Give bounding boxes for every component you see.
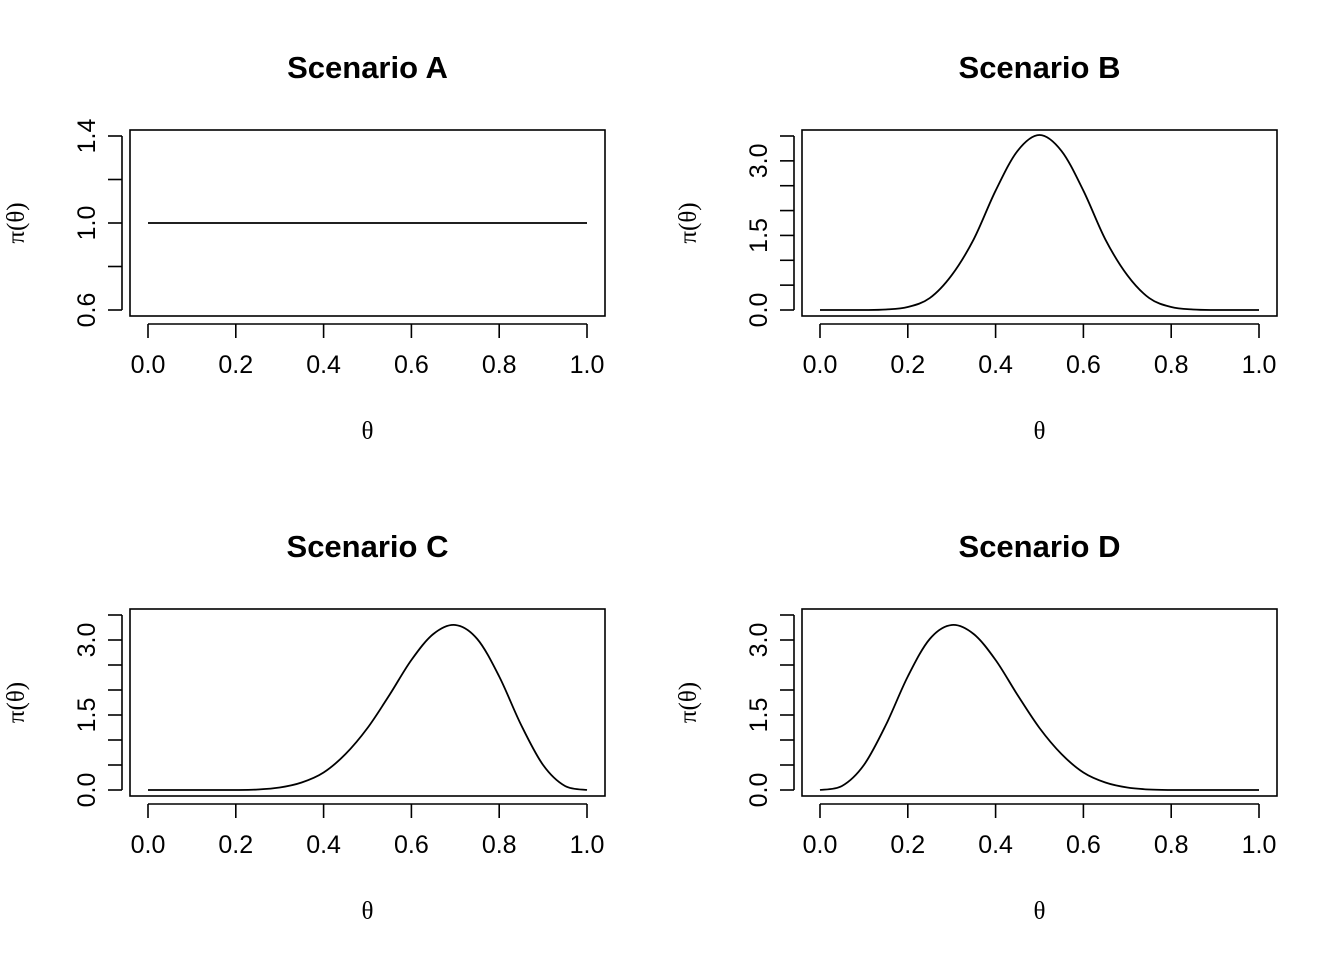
y-tick-label: 1.0 [73, 206, 101, 241]
y-tick-label: 3.0 [745, 623, 773, 658]
chart-title: Scenario A [287, 50, 448, 85]
y-tick-label: 0.0 [73, 773, 101, 808]
x-tick-label: 0.6 [394, 831, 429, 859]
y-tick-label: 1.5 [745, 698, 773, 733]
x-tick-label: 0.2 [218, 351, 253, 379]
x-tick-label: 1.0 [1242, 831, 1277, 859]
plot-frame [801, 608, 1278, 797]
chart-panel-4: Scenario D 0.0 0.2 0.4 0.6 0.8 1.0 θ 0.0 1.5 3.0 π(… [675, 529, 1278, 925]
x-tick-label: 0.8 [482, 831, 517, 859]
x-tick-label: 0.8 [1154, 831, 1189, 859]
y-tick-label: 0.0 [745, 773, 773, 808]
x-axis-label: θ [1034, 898, 1046, 925]
x-tick-label: 1.0 [1242, 351, 1277, 379]
y-tick-label: 0.6 [73, 293, 101, 328]
y-axis-label: π(θ) [675, 682, 702, 723]
y-tick-label: 1.5 [73, 698, 101, 733]
chart-title: Scenario C [287, 529, 449, 564]
plot-frame [129, 608, 606, 797]
y-axis-label: π(θ) [3, 202, 30, 243]
x-axis-label: θ [362, 898, 374, 925]
density-curve [147, 624, 588, 791]
chart-panel-3: Scenario C 0.0 0.2 0.4 0.6 0.8 1.0 θ 0.0 1.5 3.0 π(… [3, 529, 606, 925]
x-tick-label: 0.0 [131, 351, 166, 379]
chart-title: Scenario D [959, 529, 1121, 564]
y-tick-label: 0.0 [745, 293, 773, 328]
plot-frame [801, 129, 1278, 317]
x-axis-label: θ [362, 418, 374, 445]
x-tick-label: 0.0 [803, 831, 838, 859]
density-curve [819, 624, 1259, 791]
x-tick-label: 0.8 [1154, 351, 1189, 379]
x-tick-label: 0.6 [1066, 351, 1101, 379]
x-tick-label: 0.6 [1066, 831, 1101, 859]
x-tick-label: 0.4 [306, 831, 341, 859]
x-axis-label: θ [1034, 418, 1046, 445]
y-tick-label: 1.5 [745, 218, 773, 253]
x-tick-label: 0.2 [890, 351, 925, 379]
x-tick-label: 0.8 [482, 351, 517, 379]
y-tick-label: 3.0 [745, 143, 773, 178]
chart-panel-2: Scenario B 0.0 0.2 0.4 0.6 0.8 1.0 θ 0.0 1.5 3.0 π(… [675, 50, 1278, 445]
x-tick-label: 0.4 [978, 831, 1013, 859]
x-tick-label: 0.0 [803, 351, 838, 379]
x-tick-label: 0.2 [218, 831, 253, 859]
x-tick-label: 0.0 [131, 831, 166, 859]
y-tick-label: 1.4 [73, 119, 101, 154]
density-curve [820, 134, 1259, 311]
y-tick-label: 3.0 [73, 623, 101, 658]
chart-title: Scenario B [959, 50, 1121, 85]
x-tick-label: 0.6 [394, 351, 429, 379]
x-tick-label: 0.2 [890, 831, 925, 859]
plot-frame [129, 129, 606, 317]
y-axis-label: π(θ) [3, 682, 30, 723]
chart-panel-1: Scenario A 0.0 0.2 0.4 0.6 0.8 1.0 θ 0.6 1.0 1.4 π(… [3, 50, 606, 445]
x-tick-label: 0.4 [978, 351, 1013, 379]
x-tick-label: 1.0 [570, 831, 605, 859]
y-axis-label: π(θ) [675, 202, 702, 243]
x-tick-label: 1.0 [570, 351, 605, 379]
x-tick-label: 0.4 [306, 351, 341, 379]
